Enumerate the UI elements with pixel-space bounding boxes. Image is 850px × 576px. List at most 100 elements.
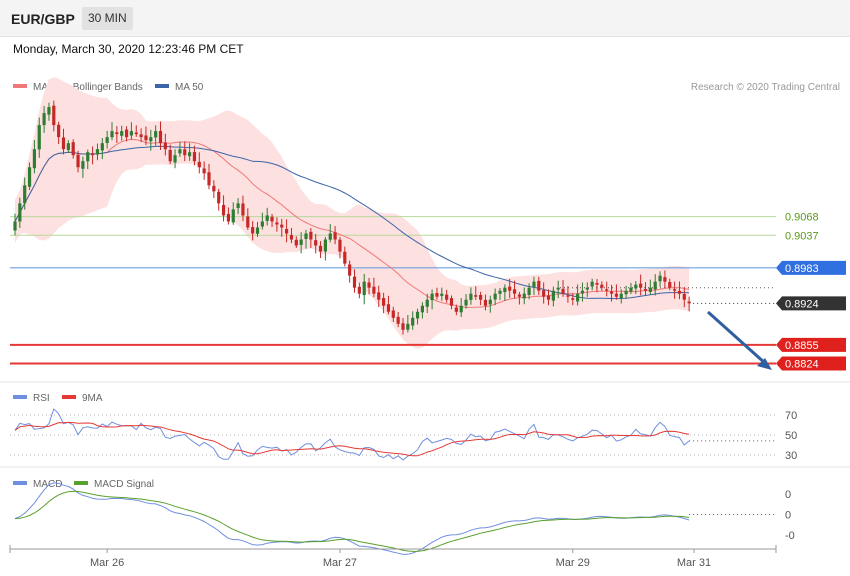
candle-body [304, 233, 308, 239]
x-tick-label: Mar 27 [323, 557, 357, 569]
candle-body [440, 293, 444, 296]
candle-body [294, 239, 298, 246]
candle-body [425, 299, 429, 307]
candle-body [561, 288, 565, 294]
candle-body [86, 152, 90, 162]
candle-body [18, 203, 22, 222]
candle-body [648, 287, 652, 292]
candle-body [382, 298, 386, 306]
level-label-0.8855: 0.8855 [785, 340, 819, 352]
ma50-legend-swatch [155, 84, 169, 88]
candle-body [27, 167, 32, 187]
candle-body [377, 292, 381, 300]
candle-body [289, 235, 294, 240]
candle-body [100, 143, 104, 151]
level-label-0.9068: 0.9068 [785, 212, 819, 224]
candle-body [120, 131, 124, 136]
candle-body [71, 142, 75, 156]
candle-body [309, 231, 313, 240]
candle-body [241, 203, 245, 216]
candle-body [571, 298, 575, 300]
level-label-bg [776, 337, 846, 352]
candle-body [255, 227, 260, 234]
candle-body [357, 286, 361, 294]
candle-body [23, 185, 27, 204]
candle-body [595, 282, 599, 285]
rsi-line [14, 408, 690, 461]
rsi-ma-line [14, 421, 690, 457]
candle-body [260, 221, 264, 227]
x-tick-label: Mar 26 [90, 557, 124, 569]
candle-body [639, 283, 643, 288]
level-label-bg [776, 356, 846, 371]
ma20-line [14, 138, 690, 308]
rsi-tick-label: 50 [785, 430, 797, 442]
candle-body [503, 287, 507, 293]
candle-body [479, 294, 483, 300]
level-label-0.9037: 0.9037 [785, 230, 819, 242]
macd-legend-label: MACD [33, 479, 62, 490]
candle-body [391, 310, 395, 318]
candle-body [512, 289, 517, 294]
candle-body [396, 316, 400, 324]
macd-legend-swatch [13, 481, 27, 485]
candle-body [178, 149, 182, 154]
candle-body [673, 289, 677, 291]
rsi-ma-legend-swatch [62, 395, 76, 399]
candle-body [212, 185, 216, 192]
candle-body [464, 299, 468, 306]
candle-body [580, 290, 585, 294]
level-label-0.8983: 0.8983 [785, 263, 819, 275]
candle-body [115, 132, 119, 135]
candle-body [372, 286, 376, 294]
x-tick-label: Mar 31 [677, 557, 711, 569]
candle-body [367, 282, 371, 288]
macd-tick-label: -0 [785, 530, 795, 542]
candle-body [328, 233, 332, 240]
candle-body [551, 290, 555, 301]
rsi-tick-label: 70 [785, 410, 797, 422]
candle-body [246, 216, 250, 228]
chart-header: EUR/GBP 30 MIN [0, 0, 850, 37]
candle-body [406, 323, 410, 330]
candle-body [624, 290, 628, 295]
candle-body [445, 294, 449, 300]
candle-body [95, 149, 100, 155]
candle-body [299, 239, 303, 245]
candle-body [352, 276, 357, 288]
timeframe-badge[interactable]: 30 MIN [82, 7, 133, 30]
candle-body [619, 293, 623, 299]
candle-body [110, 131, 114, 138]
ma20-legend-swatch [13, 84, 27, 88]
candle-body [542, 290, 546, 297]
rsi-tick-label: 30 [785, 450, 797, 462]
level-label-bg [776, 296, 846, 311]
candle-body [532, 281, 536, 287]
candle-body [498, 290, 502, 294]
candle-body [634, 284, 638, 289]
rsi-legend-label: RSI [33, 393, 50, 404]
macd-signal-line [14, 490, 690, 552]
candle-body [236, 203, 240, 209]
candle-body [682, 294, 686, 300]
candle-body [415, 311, 420, 319]
candle-body [517, 294, 521, 297]
candle-body [217, 191, 221, 204]
candle-body [207, 172, 211, 186]
candle-body [556, 287, 560, 290]
candle-body [430, 293, 434, 301]
macd-gridlines: 0 0 -0 [689, 489, 795, 542]
candle-body [435, 293, 439, 297]
macd-tick-label: 0 [785, 489, 791, 501]
rsi-ma-legend-label: 9MA [82, 393, 103, 404]
candle-body [590, 281, 594, 287]
candle-body [658, 275, 662, 282]
candle-body [124, 129, 129, 138]
currency-pair: EUR/GBP [11, 11, 75, 27]
candle-body [614, 293, 618, 297]
bollinger-band [15, 77, 690, 349]
candle-body [314, 240, 318, 246]
candle-body [37, 125, 41, 150]
x-tick-label: Mar 29 [556, 557, 590, 569]
